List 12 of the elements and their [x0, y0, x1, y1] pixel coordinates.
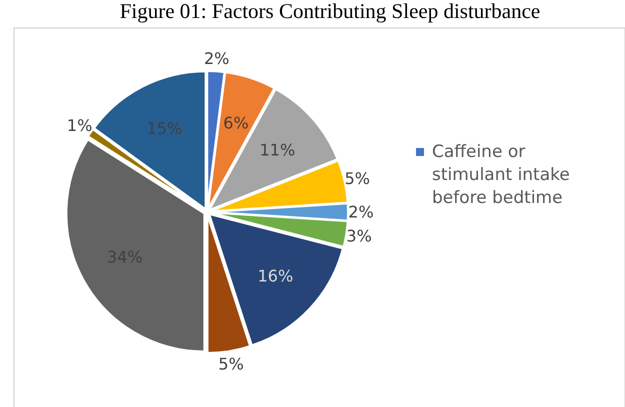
data-label: 1% [66, 116, 92, 135]
data-label: 5% [344, 168, 370, 188]
data-label: 6% [223, 113, 249, 132]
data-label: 3% [346, 226, 372, 246]
data-label: 11% [260, 140, 296, 160]
legend-label: Caffeine or stimulant intake before bedtime [432, 142, 570, 208]
data-label: 5% [218, 354, 244, 374]
data-label: 16% [258, 266, 294, 286]
data-label: 15% [146, 118, 182, 138]
data-label: 2% [348, 202, 374, 222]
data-label: 2% [204, 48, 230, 68]
chart-title: Figure 01: Factors Contributing Sleep disturbance [120, 0, 540, 23]
